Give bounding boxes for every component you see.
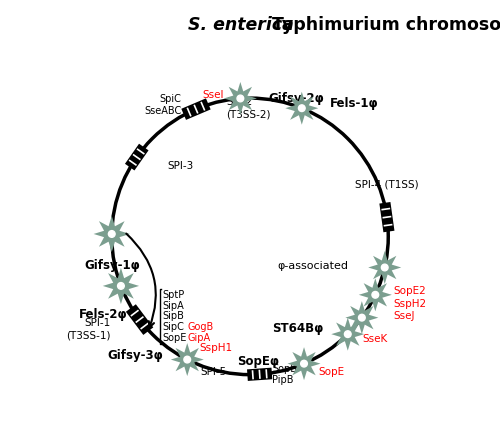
Text: SopE2: SopE2 <box>393 286 426 296</box>
Text: SopE: SopE <box>163 333 187 343</box>
Polygon shape <box>286 92 318 125</box>
Text: SipB: SipB <box>163 311 184 322</box>
Text: SPI-4 (T1SS): SPI-4 (T1SS) <box>355 179 418 189</box>
Polygon shape <box>126 304 154 335</box>
Circle shape <box>237 95 244 102</box>
Text: SseI: SseI <box>202 91 224 100</box>
Circle shape <box>382 264 388 271</box>
Polygon shape <box>380 202 394 232</box>
Polygon shape <box>182 98 210 120</box>
Polygon shape <box>247 368 272 381</box>
Text: SseABC: SseABC <box>144 106 182 116</box>
Circle shape <box>300 360 308 367</box>
Text: Typhimurium chromosome: Typhimurium chromosome <box>188 16 500 33</box>
Text: SPI-1
(T3SS-1): SPI-1 (T3SS-1) <box>66 318 110 341</box>
Text: Fels-1φ: Fels-1φ <box>330 97 378 110</box>
Text: SPI-5: SPI-5 <box>200 367 226 377</box>
Text: SPI-2
(T3SS-2): SPI-2 (T3SS-2) <box>226 97 271 120</box>
Text: GipA: GipA <box>188 333 210 343</box>
Text: Gifsy-3φ: Gifsy-3φ <box>107 349 162 362</box>
Text: SptP: SptP <box>163 290 185 300</box>
Text: SspH1: SspH1 <box>200 343 233 353</box>
Text: SspH2: SspH2 <box>393 299 426 309</box>
Circle shape <box>372 292 378 298</box>
Polygon shape <box>125 144 148 170</box>
Text: SopB: SopB <box>272 363 297 373</box>
Text: SipA: SipA <box>163 301 184 311</box>
Text: PipB: PipB <box>272 375 293 385</box>
Text: GogB: GogB <box>188 322 214 332</box>
Text: Fels-2φ: Fels-2φ <box>79 308 128 321</box>
Circle shape <box>298 105 305 112</box>
Text: SseK: SseK <box>362 334 388 344</box>
Text: SseJ: SseJ <box>393 311 414 321</box>
Polygon shape <box>359 278 392 311</box>
Polygon shape <box>170 343 203 376</box>
Polygon shape <box>288 347 320 380</box>
Circle shape <box>108 231 115 237</box>
Text: Gifsy-1φ: Gifsy-1φ <box>84 259 140 272</box>
Circle shape <box>358 314 365 321</box>
Text: ST64Bφ: ST64Bφ <box>272 322 323 335</box>
Text: Gifsy-2φ: Gifsy-2φ <box>268 91 324 104</box>
Text: SopE: SopE <box>318 367 344 377</box>
Circle shape <box>344 331 351 338</box>
Text: φ-associated: φ-associated <box>278 261 348 271</box>
Polygon shape <box>368 251 401 284</box>
Text: SipC: SipC <box>163 322 184 332</box>
Text: SopEφ: SopEφ <box>238 355 280 368</box>
Polygon shape <box>94 216 130 252</box>
Text: S. enterica: S. enterica <box>188 16 294 33</box>
Circle shape <box>118 283 124 289</box>
Polygon shape <box>332 318 364 351</box>
Text: SpiC: SpiC <box>160 94 182 104</box>
Polygon shape <box>224 82 257 115</box>
Polygon shape <box>346 301 378 334</box>
Text: SPI-3: SPI-3 <box>167 161 194 171</box>
Polygon shape <box>103 268 139 304</box>
Circle shape <box>184 356 190 363</box>
